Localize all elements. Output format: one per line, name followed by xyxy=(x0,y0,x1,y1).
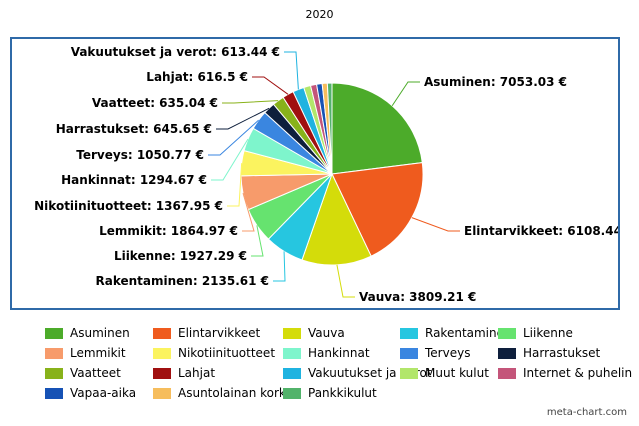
legend-label: Pankkikulut xyxy=(308,386,377,400)
legend-label: Vaatteet xyxy=(70,366,121,380)
callout-line xyxy=(336,264,355,298)
legend-swatch xyxy=(400,367,418,379)
legend-swatch xyxy=(283,327,301,339)
chart-title: 2020 xyxy=(305,8,334,21)
legend-item[interactable]: Pankkikulut xyxy=(283,385,377,401)
legend-item[interactable]: Harrastukset xyxy=(498,345,600,361)
legend-swatch xyxy=(498,367,516,379)
callout-line xyxy=(391,81,420,107)
legend-item[interactable]: Terveys xyxy=(400,345,470,361)
legend-item[interactable]: Liikenne xyxy=(498,325,573,341)
legend-swatch xyxy=(153,347,171,359)
callout-line xyxy=(252,76,289,95)
data-label: Rakentaminen: 2135.61 € xyxy=(95,274,269,288)
legend-label: Liikenne xyxy=(523,326,573,340)
legend-item[interactable]: Elintarvikkeet xyxy=(153,325,260,341)
legend-swatch xyxy=(45,327,63,339)
pie-slice-asuminen[interactable] xyxy=(331,82,423,175)
callout-line xyxy=(411,217,460,232)
legend-item[interactable]: Muut kulut xyxy=(400,365,489,381)
pie-slice-pankkikulut[interactable] xyxy=(326,82,333,175)
data-label: Terveys: 1050.77 € xyxy=(76,148,204,162)
legend-item[interactable]: Internet & puhelin xyxy=(498,365,632,381)
data-label: Hankinnat: 1294.67 € xyxy=(61,173,207,187)
legend-item[interactable]: Vauva xyxy=(283,325,345,341)
legend-item[interactable]: Hankinnat xyxy=(283,345,370,361)
data-label: Vauva: 3809.21 € xyxy=(359,290,476,304)
data-label: Harrastukset: 645.65 € xyxy=(56,122,212,136)
legend-swatch xyxy=(153,367,171,379)
legend-label: Vapaa-aika xyxy=(70,386,137,400)
legend-item[interactable]: Rakentaminen xyxy=(400,325,512,341)
pie-chart: Asuminen: 7053.03 € Elintarvikkeet: 6108.… xyxy=(34,45,618,304)
legend-item[interactable]: Asuminen xyxy=(45,325,130,341)
legend-label: Rakentaminen xyxy=(425,326,512,340)
callout-line xyxy=(216,107,270,130)
legend-item[interactable]: Vaatteet xyxy=(45,365,121,381)
legend-label: Muut kulut xyxy=(425,366,489,380)
legend-label: Nikotiinituotteet xyxy=(178,346,276,360)
callout-line xyxy=(273,251,286,282)
callout-line xyxy=(251,225,264,257)
callout-line xyxy=(222,100,279,104)
legend-label: Terveys xyxy=(425,346,471,360)
data-label: Elintarvikkeet: 6108.44 € xyxy=(464,224,618,238)
data-label: Nikotiinituotteet: 1367.95 € xyxy=(34,199,223,213)
credit-text: meta-chart.com xyxy=(546,407,627,418)
data-label: Lahjat: 616.5 € xyxy=(146,70,248,84)
legend-label: Asuminen xyxy=(70,326,130,340)
legend-label: Vauva xyxy=(308,326,345,340)
legend-swatch xyxy=(45,347,63,359)
legend-swatch xyxy=(400,347,418,359)
pie-slice-elintarvikkeet[interactable] xyxy=(331,162,424,257)
legend-label: Lahjat xyxy=(178,366,216,380)
legend-label: Lemmikit xyxy=(70,346,126,360)
legend-swatch xyxy=(283,367,301,379)
legend-label: Hankinnat xyxy=(308,346,370,360)
legend-swatch xyxy=(153,387,171,399)
callout-line xyxy=(208,119,259,156)
data-label: Asuminen: 7053.03 € xyxy=(424,75,567,89)
callout-line xyxy=(242,192,255,232)
legend-swatch xyxy=(45,367,63,379)
legend-swatch xyxy=(498,327,516,339)
legend-label: Harrastukset xyxy=(523,346,601,360)
legend-swatch xyxy=(400,327,418,339)
legend-swatch xyxy=(498,347,516,359)
legend-swatch xyxy=(45,387,63,399)
callout-line xyxy=(211,138,249,181)
callout-line xyxy=(227,163,243,207)
legend-item[interactable]: Vapaa-aika xyxy=(45,385,136,401)
data-label: Vaatteet: 635.04 € xyxy=(92,96,218,110)
legend-label: Internet & puhelin xyxy=(523,366,633,380)
plot-frame: Asuminen: 7053.03 € Elintarvikkeet: 6108.… xyxy=(10,37,620,310)
callout-line xyxy=(284,51,299,90)
legend-item[interactable]: Asuntolainan korko xyxy=(153,385,293,401)
pie-slice-vauva[interactable] xyxy=(301,172,372,266)
legend-swatch xyxy=(283,347,301,359)
legend-item[interactable]: Lahjat xyxy=(153,365,215,381)
data-label: Lemmikit: 1864.97 € xyxy=(99,224,238,238)
legend-label: Asuntolainan korko xyxy=(178,386,293,400)
legend-label: Elintarvikkeet xyxy=(178,326,261,340)
data-label: Vakuutukset ja verot: 613.44 € xyxy=(71,45,280,59)
data-label: Liikenne: 1927.29 € xyxy=(114,249,247,263)
legend-swatch xyxy=(283,387,301,399)
legend-swatch xyxy=(153,327,171,339)
legend-item[interactable]: Nikotiinituotteet xyxy=(153,345,275,361)
legend-item[interactable]: Lemmikit xyxy=(45,345,126,361)
